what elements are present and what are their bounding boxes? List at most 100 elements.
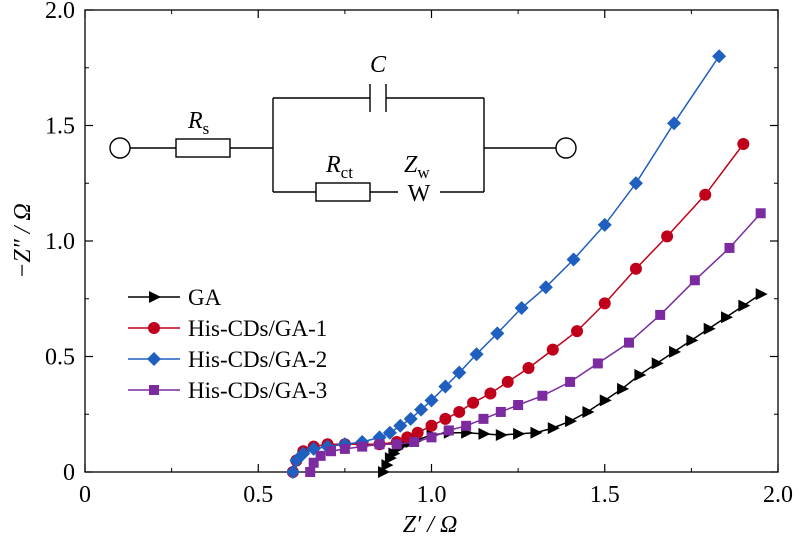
data-point xyxy=(598,297,611,310)
data-point xyxy=(703,322,716,335)
data-point xyxy=(296,446,311,461)
resistor-rs xyxy=(175,138,231,158)
series-his-cds-ga-3 xyxy=(305,208,766,477)
data-point xyxy=(453,405,466,418)
x-tick-label: 2.0 xyxy=(763,482,793,508)
data-point xyxy=(617,382,630,395)
y-axis-ticks: 0 0.5 1.0 1.5 2.0 xyxy=(45,0,778,486)
legend-item-his-cds-ga-1: His-CDs/GA-1 xyxy=(128,316,327,341)
legend-marker xyxy=(147,352,161,366)
y-tick-label: 0 xyxy=(63,460,75,486)
data-point xyxy=(514,300,529,315)
data-point xyxy=(571,325,584,338)
data-point xyxy=(737,137,750,150)
data-point xyxy=(538,280,553,295)
data-point xyxy=(403,411,418,426)
data-point xyxy=(755,288,768,301)
circuit-terminal-left xyxy=(109,137,131,159)
legend-item-his-cds-ga-2: His-CDs/GA-2 xyxy=(128,347,327,372)
data-point xyxy=(339,443,350,454)
legend-label: His-CDs/GA-3 xyxy=(188,378,327,403)
data-point xyxy=(699,188,712,201)
data-point xyxy=(501,375,514,388)
data-point xyxy=(628,176,643,191)
legend-item-his-cds-ga-3: His-CDs/GA-3 xyxy=(128,378,327,403)
data-point xyxy=(285,465,300,479)
data-point xyxy=(721,311,734,324)
y-axis-title: −Z″ / Ω xyxy=(10,203,36,279)
data-point xyxy=(414,402,429,417)
rs-label: Rs xyxy=(187,108,209,138)
rct-label: Rct xyxy=(325,152,353,182)
x-axis-ticks: 0 0.5 1.0 1.5 2.0 xyxy=(79,10,793,508)
data-point xyxy=(755,208,766,219)
x-tick-label: 0.5 xyxy=(243,482,273,508)
data-point xyxy=(461,420,472,431)
equivalent-circuit xyxy=(109,84,577,202)
resistor-rct xyxy=(315,182,371,202)
data-point xyxy=(381,459,394,472)
data-point xyxy=(438,379,453,394)
data-point xyxy=(513,427,526,440)
legend-label: GA xyxy=(188,285,222,310)
data-point xyxy=(724,242,735,253)
data-point xyxy=(651,357,664,370)
data-point xyxy=(391,439,402,450)
x-tick-label: 0 xyxy=(79,482,91,508)
data-point xyxy=(425,419,438,432)
legend-item-ga: GA xyxy=(128,285,222,310)
y-tick-label: 1.0 xyxy=(45,229,75,255)
data-point xyxy=(513,400,524,411)
data-point xyxy=(478,427,491,440)
legend-label: His-CDs/GA-1 xyxy=(188,316,327,341)
data-point xyxy=(469,347,484,362)
data-point xyxy=(565,415,578,428)
data-point xyxy=(582,405,595,418)
data-point xyxy=(547,422,560,435)
data-point xyxy=(467,396,480,409)
data-point xyxy=(308,457,319,468)
legend-label: His-CDs/GA-2 xyxy=(188,347,327,372)
data-point xyxy=(530,426,543,439)
data-point xyxy=(495,429,508,442)
data-point xyxy=(624,337,635,348)
data-point xyxy=(393,418,408,433)
data-point xyxy=(382,425,397,440)
data-point xyxy=(655,309,666,320)
y-tick-label: 2.0 xyxy=(45,0,75,24)
data-point xyxy=(565,376,576,387)
data-point xyxy=(661,230,674,243)
data-point xyxy=(409,436,420,447)
data-point xyxy=(443,425,454,436)
data-point xyxy=(522,362,535,375)
data-point xyxy=(689,275,700,286)
x-tick-label: 1.5 xyxy=(590,482,620,508)
data-point xyxy=(490,326,505,341)
zw-label: Zw xyxy=(404,152,430,182)
data-point xyxy=(669,345,682,358)
legend-marker xyxy=(148,322,160,334)
legend: GA His-CDs/GA-1 His-CDs/GA-2 His-CDs/GA-3 xyxy=(128,285,327,403)
series-layer xyxy=(285,49,768,479)
data-point xyxy=(634,368,647,381)
x-axis-title: Z′ / Ω xyxy=(403,512,458,538)
data-point xyxy=(484,387,497,400)
data-point xyxy=(478,413,489,424)
data-point xyxy=(305,467,316,477)
legend-marker xyxy=(149,291,161,303)
data-point xyxy=(537,390,548,401)
data-point xyxy=(315,450,326,461)
data-point xyxy=(411,426,424,439)
circuit-labels: C Rs Rct Zw W xyxy=(187,52,431,207)
data-point xyxy=(495,406,506,417)
data-point xyxy=(566,252,581,267)
data-point xyxy=(599,394,612,407)
data-point xyxy=(738,299,751,312)
y-tick-label: 1.5 xyxy=(45,114,75,140)
warburg-label: W xyxy=(408,181,431,207)
data-point xyxy=(377,466,390,478)
data-point xyxy=(374,439,385,450)
capacitor-label: C xyxy=(370,52,387,78)
